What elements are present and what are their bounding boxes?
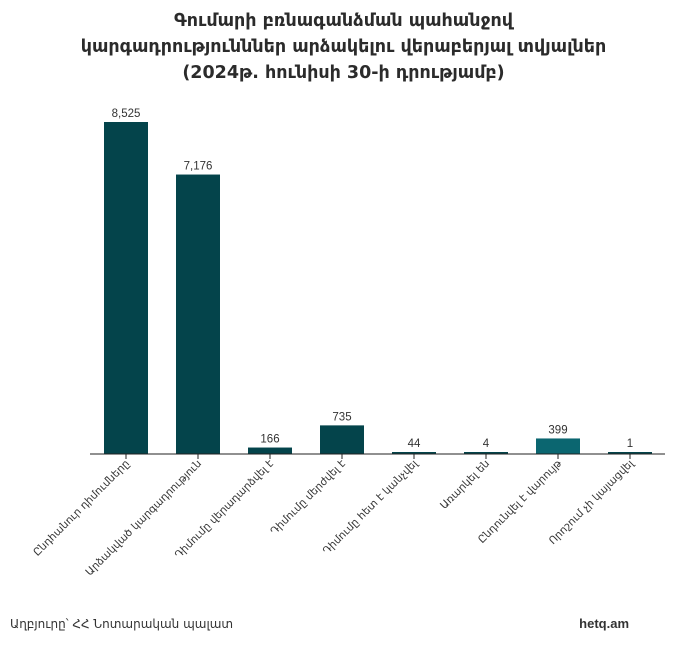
- chart-title: Գումարի բռնագանձման պահանջով կարգադրությ…: [0, 8, 687, 86]
- bar-value-label-4: 44: [408, 438, 421, 450]
- source-note: Աղբյուրը՝ ՀՀ Նոտարական պալատ: [10, 617, 234, 631]
- bar-7: [608, 452, 652, 454]
- bar-3: [320, 425, 364, 454]
- bar-value-label-0: 8,525: [112, 108, 141, 120]
- bar-value-label-5: 4: [483, 438, 490, 450]
- x-tick-label-6: Ընդունվել է վարույթ: [476, 457, 564, 545]
- x-tick-label-1: Արձակված կարգադրություն: [83, 458, 204, 579]
- bar-6: [536, 438, 580, 454]
- bar-5: [464, 452, 508, 454]
- bar-value-label-3: 735: [332, 411, 351, 423]
- brand-label[interactable]: hetq.am: [579, 616, 629, 631]
- chart-title-line-3: (2024թ. հունիսի 30-ի դրությամբ): [182, 63, 505, 83]
- chart-title-line-1: Գումարի բռնագանձման պահանջով: [174, 11, 513, 31]
- bar-2: [248, 447, 292, 454]
- bar-value-label-2: 166: [260, 434, 279, 446]
- x-tick-label-5: Առարկել են: [438, 458, 492, 512]
- chart-title-line-2: կարգադրությունններ արձակելու վերաբերյալ …: [80, 37, 607, 57]
- bar-1: [176, 174, 220, 455]
- bar-0: [104, 122, 148, 454]
- bar-value-label-7: 1: [627, 438, 633, 450]
- x-tick-label-3: Դիմումը մերժվել է: [268, 457, 348, 537]
- x-tick-label-7: Որոշում չի կայացվել: [547, 457, 637, 547]
- bar-value-label-6: 399: [548, 424, 567, 436]
- bar-value-label-1: 7,176: [184, 161, 213, 173]
- bar-4: [392, 452, 436, 454]
